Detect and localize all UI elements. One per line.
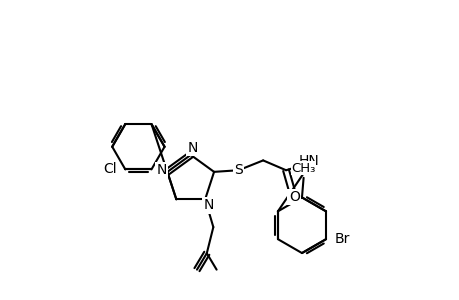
Text: N: N — [156, 163, 166, 177]
Text: CH₃: CH₃ — [291, 161, 315, 175]
Text: N: N — [203, 198, 213, 212]
Text: O: O — [288, 190, 299, 204]
Text: Br: Br — [334, 232, 349, 246]
Text: N: N — [187, 141, 197, 155]
Text: HN: HN — [298, 154, 319, 168]
Text: S: S — [234, 163, 242, 177]
Text: Cl: Cl — [103, 162, 117, 176]
